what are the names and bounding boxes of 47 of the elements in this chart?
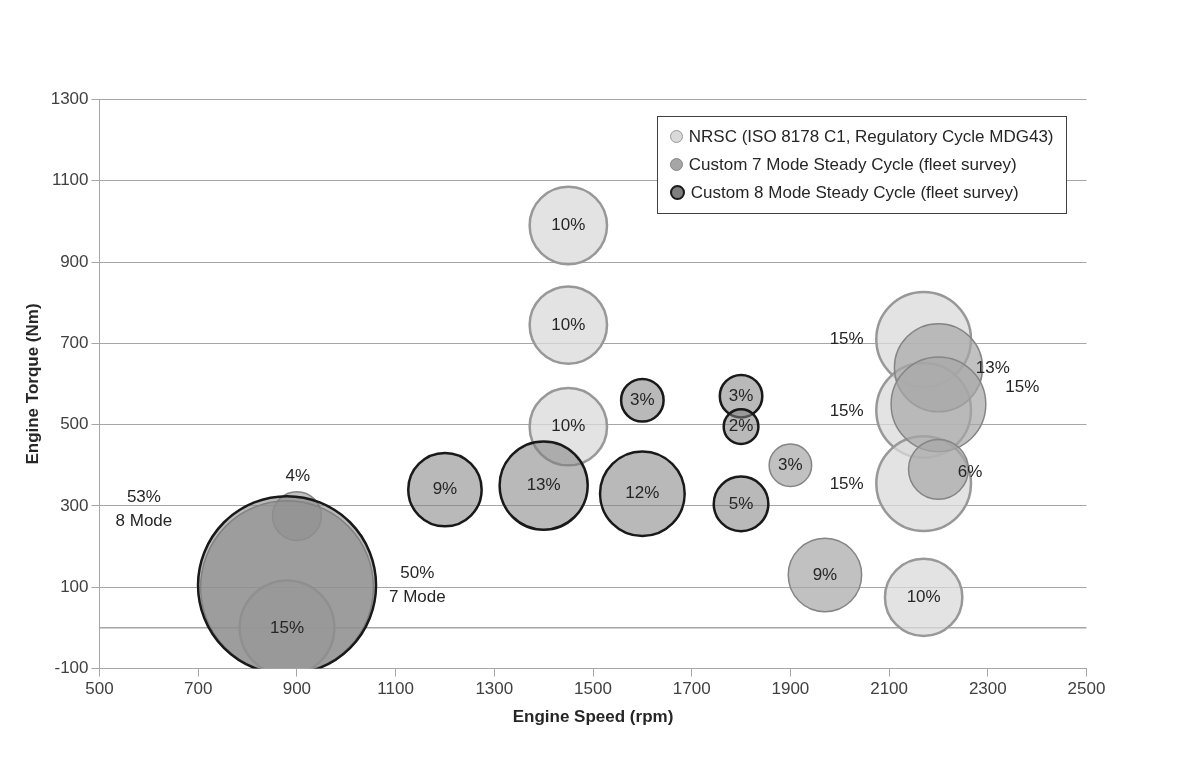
annotation: 53% 8 Mode — [115, 486, 173, 530]
annotation: 15% — [829, 401, 864, 420]
annotation: 3% — [630, 389, 655, 409]
annotation: 4% — [285, 465, 311, 485]
annotation: 50% 7 Mode — [388, 562, 446, 606]
x-axis-title: Engine Speed (rpm) — [512, 706, 674, 726]
annotation: 3% — [778, 454, 803, 474]
y-axis-title: Engine Torque (Nm) — [23, 303, 43, 465]
x-tick-label: 700 — [184, 679, 213, 699]
annotation: 13% — [526, 475, 561, 495]
y-tick-label: 1100 — [51, 170, 89, 190]
x-tick-label: 900 — [282, 679, 312, 699]
x-tick-label: 1300 — [475, 679, 514, 699]
annotation: 10% — [551, 416, 586, 436]
x-tick-label: 2500 — [1067, 679, 1106, 699]
legend-label: Custom 8 Mode Steady Cycle (fleet survey) — [690, 181, 1019, 204]
annotation: 9% — [812, 564, 838, 584]
y-tick-label: 700 — [60, 333, 89, 353]
annotation: 2% — [728, 416, 754, 436]
x-tick-label: 500 — [85, 679, 114, 699]
legend-label: Custom 7 Mode Steady Cycle (fleet survey) — [688, 153, 1017, 176]
y-tick-label: -100 — [54, 658, 89, 678]
annotation: 5% — [728, 493, 754, 513]
legend-label: NRSC (ISO 8178 C1, Regulatory Cycle MDG43) — [688, 125, 1054, 148]
x-tick-label: 2100 — [870, 679, 909, 699]
annotation: 10% — [551, 215, 586, 235]
annotation: 15% — [829, 474, 864, 494]
y-tick-label: 500 — [60, 414, 89, 434]
x-tick-label: 1100 — [377, 679, 414, 699]
annotation: 15% — [1005, 376, 1040, 396]
annotation: 6% — [957, 461, 983, 481]
annotation: 9% — [432, 479, 458, 499]
x-tick-label: 1900 — [771, 679, 810, 699]
x-tick-label: 2300 — [968, 679, 1007, 699]
x-tick-label: 1500 — [574, 679, 612, 699]
annotation: 12% — [625, 483, 660, 503]
y-tick-label: 900 — [60, 251, 89, 271]
annotation: 10% — [906, 587, 941, 607]
annotation: 3% — [728, 385, 754, 405]
annotation: 10% — [551, 314, 586, 334]
y-tick-label: 100 — [60, 576, 89, 596]
y-tick-label: 1300 — [50, 89, 89, 109]
annotation: 15% — [829, 328, 864, 348]
annotation: 15% — [270, 617, 305, 637]
y-tick-label: 300 — [60, 495, 89, 515]
x-tick-label: 1700 — [672, 679, 711, 699]
annotation: 13% — [975, 358, 1010, 378]
